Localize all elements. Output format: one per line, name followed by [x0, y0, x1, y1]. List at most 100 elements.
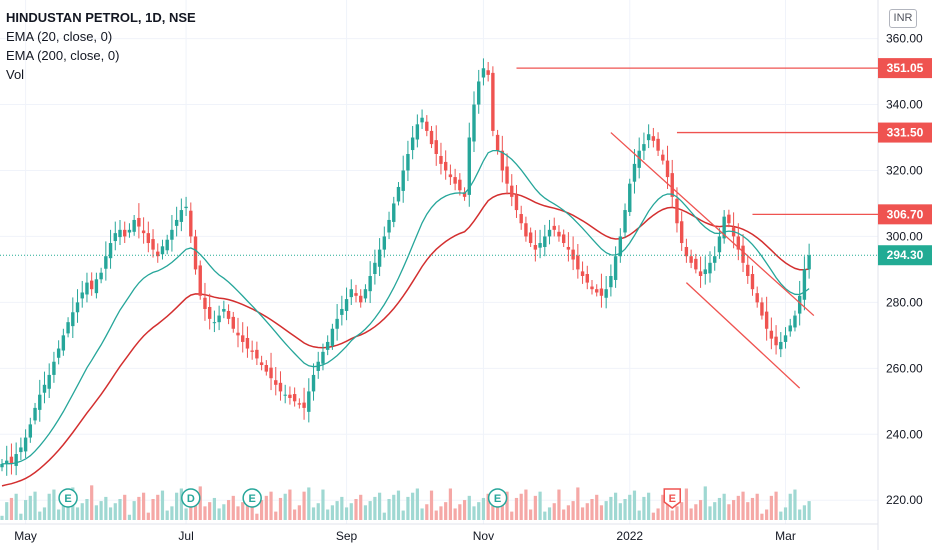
event-marker-earnings: E	[487, 488, 508, 508]
volume-bar	[297, 505, 301, 520]
candle-body	[623, 210, 627, 233]
volume-bar	[321, 489, 325, 520]
price-level-label: 306.70	[887, 207, 924, 221]
candle	[760, 297, 764, 320]
candle-body	[793, 315, 797, 328]
volume-bar	[746, 502, 750, 520]
volume-bar	[562, 509, 566, 520]
candle	[774, 325, 778, 355]
candle	[713, 246, 717, 271]
candle	[38, 379, 42, 422]
volume-bar	[557, 489, 561, 520]
candle-body	[179, 210, 184, 222]
candle	[47, 363, 51, 398]
candle-body	[656, 138, 660, 151]
volume-bar	[354, 499, 358, 520]
event-marker-earnings-upcoming: E	[663, 488, 681, 509]
candle-body	[585, 274, 589, 283]
volume-bar	[132, 501, 136, 520]
volume-bar	[160, 490, 165, 520]
candle-body	[292, 394, 297, 402]
candle	[604, 276, 608, 309]
volume-bar	[439, 506, 443, 520]
candle	[94, 272, 99, 299]
volume-bar	[788, 493, 792, 520]
candle	[373, 249, 377, 285]
candle-body	[71, 312, 75, 327]
volume-bar	[618, 503, 622, 520]
y-tick-label: 240.00	[886, 427, 923, 441]
candle	[552, 217, 556, 237]
candle-body	[47, 374, 51, 389]
candle-body	[802, 269, 807, 300]
candle-body	[533, 245, 538, 250]
volume-bar	[90, 485, 94, 520]
candle-body	[245, 337, 250, 349]
candle	[207, 293, 212, 330]
event-badge	[663, 488, 681, 509]
volume-bar	[533, 495, 537, 520]
candle-body	[146, 233, 151, 244]
x-tick-label: Sep	[336, 529, 358, 543]
volume-bar	[453, 508, 457, 520]
candle	[783, 327, 788, 349]
volume-bar	[278, 497, 283, 520]
candle-body	[19, 447, 23, 453]
volume-bar	[580, 507, 585, 520]
candle-body	[80, 292, 84, 299]
volume-bar	[467, 495, 471, 520]
candle	[241, 322, 245, 353]
currency-badge[interactable]: INR	[889, 9, 917, 28]
candle-body	[684, 246, 689, 257]
volume-bar	[684, 488, 688, 520]
candle-body	[340, 308, 344, 315]
candle	[363, 284, 368, 303]
event-label: E	[64, 493, 71, 505]
trendline	[610, 132, 815, 317]
candle	[198, 260, 202, 300]
volume-bar	[127, 514, 132, 520]
candle	[236, 317, 240, 348]
volume-bar	[632, 490, 637, 520]
volume-bar	[609, 496, 613, 520]
candle-body	[56, 348, 61, 358]
candle	[203, 282, 207, 321]
candle-body	[99, 272, 103, 280]
candle-body	[349, 289, 353, 298]
candle	[698, 256, 703, 288]
candle-body	[689, 256, 693, 263]
candle-body	[429, 130, 434, 145]
candle-body	[495, 134, 500, 151]
y-tick-label: 260.00	[886, 361, 923, 375]
volume-bars	[0, 485, 811, 520]
candle	[632, 149, 637, 194]
candle	[283, 384, 287, 404]
candle	[462, 187, 467, 201]
y-tick-label: 220.00	[886, 493, 923, 507]
volume-bar	[245, 497, 250, 520]
volume-bar	[392, 494, 396, 520]
candle	[340, 295, 344, 326]
volume-bar	[505, 491, 509, 520]
volume-bar	[642, 496, 646, 520]
volume-bar	[406, 496, 410, 520]
volume-bar	[236, 506, 240, 520]
volume-bar	[750, 497, 755, 520]
candle	[14, 442, 18, 476]
candle	[618, 228, 623, 263]
candle	[750, 265, 755, 296]
candle-body	[113, 233, 117, 242]
candle-body	[217, 315, 221, 323]
candle	[288, 386, 292, 405]
volume-bar	[571, 501, 575, 520]
event-label: E	[248, 493, 255, 505]
legend-ema20: EMA (20, close, 0)	[6, 29, 113, 44]
volume-bar	[165, 510, 169, 520]
candle	[75, 289, 80, 323]
candle	[505, 153, 509, 195]
volume-bar	[99, 501, 103, 520]
candle	[141, 217, 146, 244]
candle	[302, 387, 306, 420]
